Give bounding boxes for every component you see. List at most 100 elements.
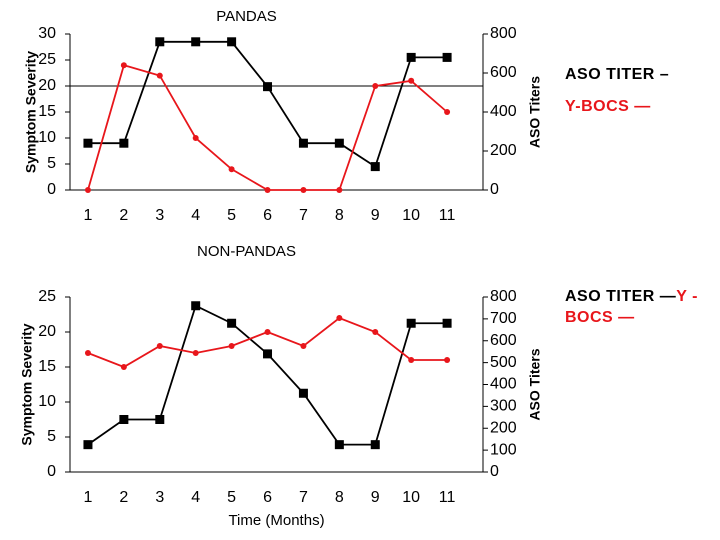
chart2-y-axis-label: Symptom Severity [19, 323, 35, 445]
chart1-x-tick-label: 10 [402, 207, 420, 224]
chart1-left-tick-label: 20 [38, 77, 56, 94]
chart1-x-tick-label: 2 [119, 207, 128, 224]
chart2-aso-titer-point [334, 440, 344, 450]
chart1-x-tick-label: 9 [371, 207, 380, 224]
chart1-aso-titer-point [406, 52, 416, 62]
chart1-x-tick-label: 3 [155, 207, 164, 224]
chart2-aso-titer-point [227, 318, 237, 328]
chart1-y-bocs-point [372, 83, 379, 89]
chart2-y-bocs-point [192, 350, 199, 356]
chart2-aso-titer-line [87, 304, 448, 446]
chart1-y-bocs-point [264, 187, 271, 193]
chart1-aso-titer-line [87, 40, 448, 168]
chart1-y-axis-label: Symptom Severity [23, 51, 39, 173]
chart2-y-bocs-point [264, 329, 271, 335]
chart1-x-tick-label: 11 [439, 207, 456, 224]
chart2-left-tick-label: 10 [38, 393, 56, 410]
chart2-right-tick-label: 600 [490, 332, 517, 349]
chart2-left-tick-label: 5 [47, 428, 56, 445]
chart2-aso-titer-point [406, 318, 416, 328]
chart1-x-tick-label: 4 [191, 207, 200, 224]
chart1-aso-titer-point [263, 82, 273, 92]
chart1-left-tick-label: 5 [47, 155, 56, 172]
chart2-x-tick-label: 4 [191, 489, 200, 506]
chart2-x-tick-label: 3 [155, 489, 164, 506]
chart2-x-tick-label: 2 [119, 489, 128, 506]
chart2-x-axis-label: Time (Months) [228, 512, 324, 529]
chart2-y-bocs-line [87, 316, 448, 368]
chart1-right-tick-label: 800 [490, 25, 517, 42]
chart1-right-tick-label: 200 [490, 142, 517, 159]
chart2-right-tick-label: 300 [490, 398, 517, 415]
chart1-y-bocs-point [156, 72, 163, 79]
legend-bottom-aso: ASO TITER — [565, 288, 677, 305]
chart2-x-tick-label: 6 [263, 489, 272, 506]
chart1-left-tick-label: 10 [38, 129, 56, 146]
chart1-left-tick-label: 15 [38, 103, 56, 120]
chart1-aso-titer-point [370, 162, 380, 172]
chart1-title: PANDAS [216, 8, 277, 25]
chart1-y-bocs-point [192, 135, 199, 141]
chart2-aso-titer-point [155, 415, 165, 424]
chart2-right-tick-label: 200 [490, 419, 517, 436]
chart2-y-bocs-point [84, 350, 91, 356]
chart2-y-bocs-point [336, 315, 343, 321]
chart1-left-tick-label: 30 [38, 25, 56, 42]
chart1-x-tick-label: 7 [299, 207, 308, 224]
chart1-left-tick-label: 0 [47, 181, 56, 198]
chart2-x-tick-label: 9 [371, 489, 380, 506]
chart2-y-bocs-point [300, 343, 307, 349]
legend-bottom-ybocs: Y -BOCS — [565, 288, 698, 326]
chart1-x-tick-label: 6 [263, 207, 272, 224]
chart1-right-tick-label: 600 [490, 64, 517, 81]
chart2-aso-titer-point [442, 318, 452, 328]
chart2-x-tick-label: 5 [227, 489, 236, 506]
chart2-right-tick-label: 0 [490, 463, 499, 480]
chart1-x-tick-label: 1 [84, 207, 93, 224]
chart2-right-tick-label: 400 [490, 376, 517, 393]
chart1-x-tick-label: 8 [335, 207, 344, 224]
chart1-aso-titer-point [227, 37, 237, 47]
chart2-right-tick-label: 700 [490, 310, 517, 327]
legend-top-ybocs: Y-BOCS — [565, 98, 651, 115]
chart1-right-tick-label: 400 [490, 103, 517, 120]
chart1-y2-axis-label: ASO Titers [527, 76, 543, 148]
chart2-title: NON-PANDAS [197, 243, 296, 260]
chart2-right-tick-label: 800 [490, 288, 517, 305]
chart1-x-tick-label: 5 [227, 207, 236, 224]
chart2-y-bocs-point [372, 329, 379, 335]
chart1-right-tick-label: 0 [490, 181, 499, 198]
chart1-aso-titer-point [191, 37, 201, 47]
chart2-right-tick-label: 500 [490, 354, 517, 371]
chart2-y2-axis-label: ASO Titers [527, 348, 543, 420]
chart2-aso-titer-point [83, 440, 93, 450]
chart2-x-tick-label: 8 [335, 489, 344, 506]
chart1-y-bocs-point [84, 187, 91, 193]
chart2-left-tick-label: 25 [38, 288, 56, 305]
chart2-y-bocs-point [156, 343, 163, 349]
chart2-aso-titer-point [263, 349, 273, 359]
chart1-y-bocs-point [336, 187, 343, 193]
chart1-aso-titer-point [83, 138, 93, 148]
chart1-y-bocs-point [408, 77, 415, 84]
chart2-x-tick-label: 10 [402, 489, 420, 506]
chart2-aso-titer-point [298, 388, 308, 398]
chart2-right-tick-label: 100 [490, 441, 517, 458]
chart1-aso-titer-point [298, 138, 308, 148]
chart2-aso-titer-point [119, 415, 129, 424]
chart2-y-bocs-point [444, 357, 451, 363]
chart1-aso-titer-point [334, 138, 344, 148]
chart2-left-tick-label: 0 [47, 463, 56, 480]
chart2-left-tick-label: 20 [38, 323, 56, 340]
chart1-y-bocs-point [444, 109, 451, 115]
chart1-aso-titer-point [155, 37, 165, 47]
chart2-aso-titer-point [191, 301, 201, 311]
chart1-aso-titer-point [442, 52, 452, 62]
legend-top-aso: ASO TITER – [565, 66, 670, 83]
chart1-y-bocs-point [120, 62, 127, 69]
chart2-x-tick-label: 11 [439, 489, 456, 506]
legend-top: ASO TITER – Y-BOCS — [565, 66, 715, 116]
chart2-left-tick-label: 15 [38, 358, 56, 375]
chart2-x-tick-label: 7 [299, 489, 308, 506]
